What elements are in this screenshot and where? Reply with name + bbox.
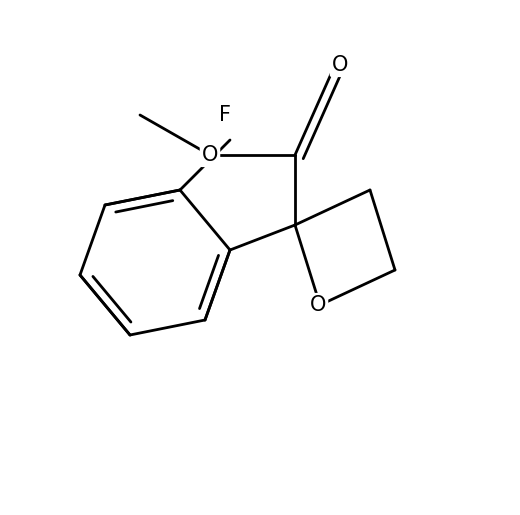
Text: O: O [332, 55, 348, 75]
Text: O: O [310, 295, 326, 315]
Text: O: O [202, 145, 218, 165]
Text: F: F [219, 105, 231, 125]
